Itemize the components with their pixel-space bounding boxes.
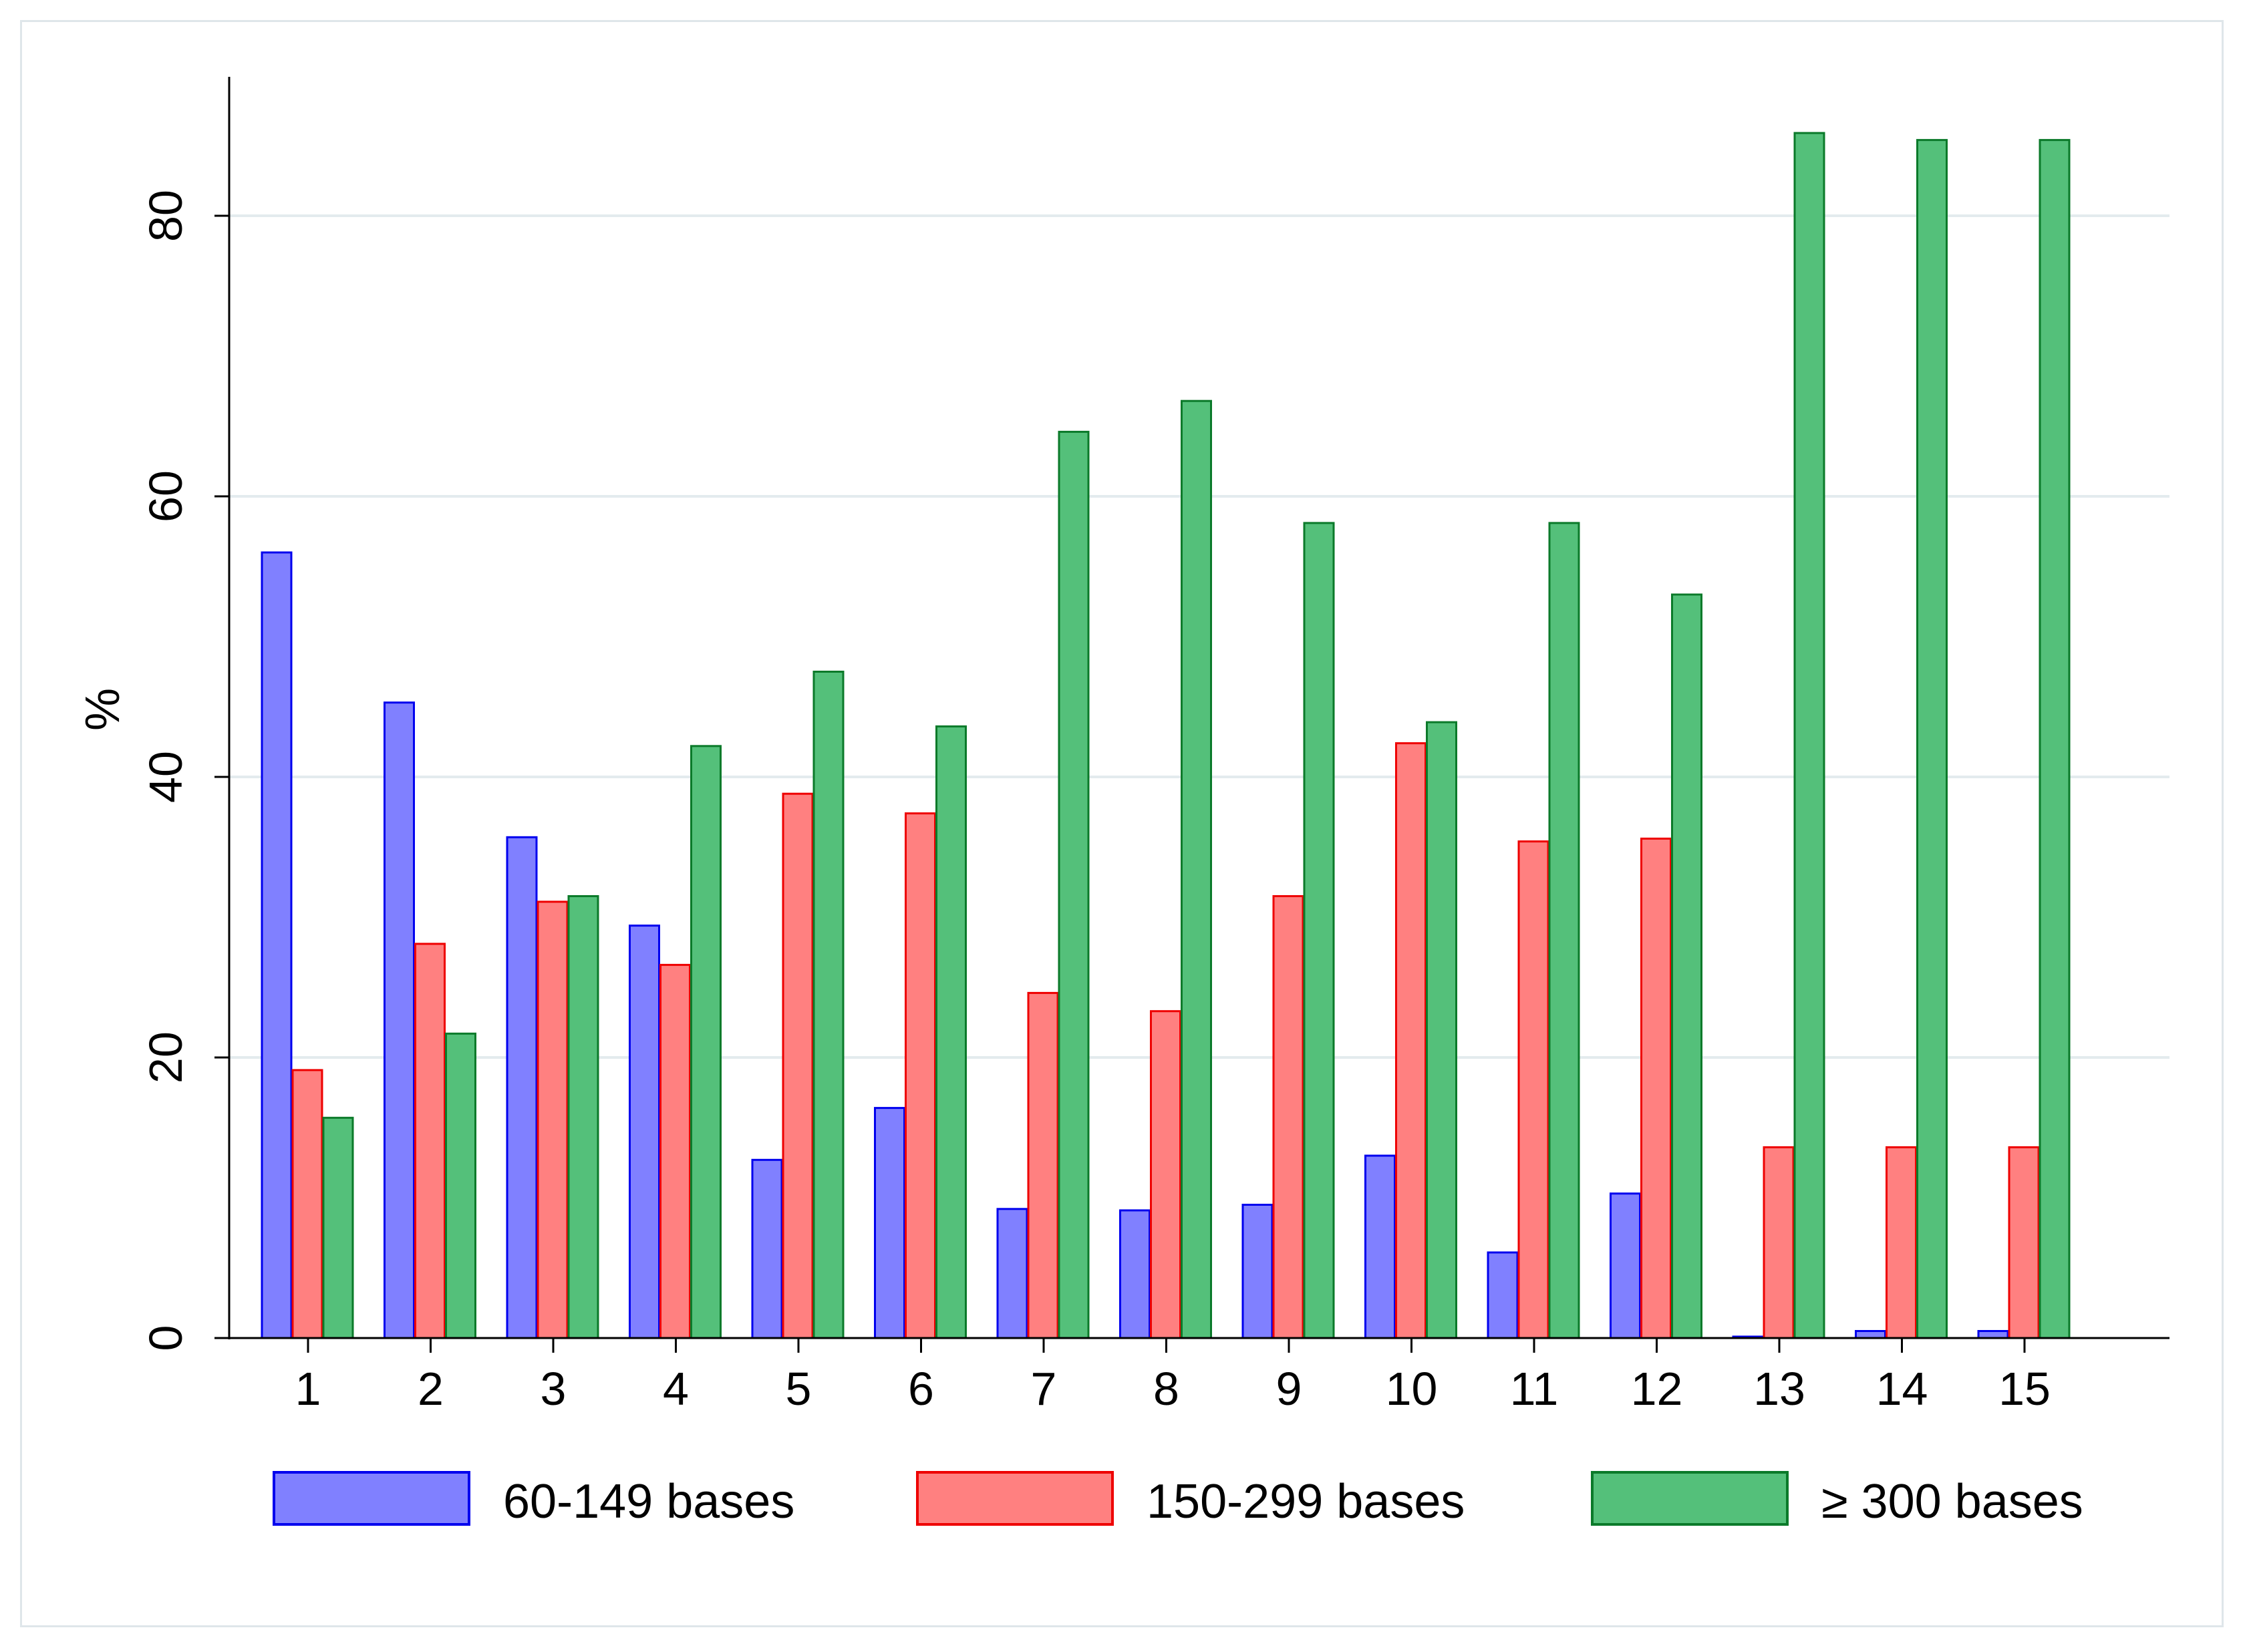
bar-1-cat-14 bbox=[1855, 1330, 1886, 1339]
x-tick-label: 3 bbox=[541, 1363, 567, 1415]
bar-3-cat-4 bbox=[690, 745, 722, 1339]
bar-1-cat-12 bbox=[1610, 1192, 1641, 1339]
bar-2-cat-8 bbox=[1150, 1010, 1181, 1339]
x-tick-label: 4 bbox=[663, 1363, 689, 1415]
bar-1-cat-6 bbox=[874, 1107, 905, 1339]
y-tick-label: 20 bbox=[140, 1031, 192, 1084]
bar-3-cat-7 bbox=[1058, 430, 1090, 1339]
x-tick-label: 5 bbox=[786, 1363, 812, 1415]
x-tick-label: 7 bbox=[1031, 1363, 1057, 1415]
bar-2-cat-3 bbox=[537, 900, 569, 1339]
y-tick-label: 60 bbox=[140, 470, 192, 522]
bar-1-cat-11 bbox=[1487, 1251, 1519, 1339]
legend-label-1: 60-149 bases bbox=[503, 1475, 794, 1528]
legend-swatch-3 bbox=[1591, 1471, 1789, 1526]
bar-1-cat-10 bbox=[1364, 1154, 1396, 1339]
x-tick-label: 8 bbox=[1153, 1363, 1179, 1415]
y-tick-label: 0 bbox=[140, 1325, 192, 1351]
bar-1-cat-15 bbox=[1977, 1330, 2009, 1339]
y-tick-label: 40 bbox=[140, 751, 192, 803]
bar-2-cat-12 bbox=[1640, 837, 1672, 1339]
x-tick-label: 6 bbox=[908, 1363, 934, 1415]
bar-3-cat-11 bbox=[1548, 522, 1580, 1339]
bars bbox=[261, 132, 2071, 1339]
bar-1-cat-2 bbox=[384, 701, 415, 1339]
x-tick-label: 9 bbox=[1276, 1363, 1302, 1415]
x-tick-label: 15 bbox=[1998, 1363, 2051, 1415]
legend-label-3: ≥ 300 bases bbox=[1821, 1475, 2083, 1528]
bar-2-cat-4 bbox=[659, 963, 691, 1339]
x-tick-label: 14 bbox=[1876, 1363, 1928, 1415]
x-tick-label: 2 bbox=[418, 1363, 444, 1415]
bar-2-cat-6 bbox=[905, 812, 936, 1339]
bar-3-cat-15 bbox=[2039, 139, 2071, 1339]
bar-1-cat-9 bbox=[1241, 1204, 1274, 1339]
bar-1-cat-1 bbox=[261, 551, 293, 1339]
y-axis-ticks: 0 20 40 60 80 bbox=[140, 190, 229, 1351]
bar-3-cat-12 bbox=[1671, 593, 1702, 1339]
bar-1-cat-8 bbox=[1119, 1209, 1151, 1339]
bar-1-cat-3 bbox=[506, 836, 538, 1339]
x-tick-label: 10 bbox=[1386, 1363, 1438, 1415]
legend-swatch-1 bbox=[273, 1471, 470, 1526]
y-tick-label: 80 bbox=[140, 190, 192, 242]
bar-3-cat-3 bbox=[567, 895, 599, 1339]
x-axis-ticks: 1 2 3 4 5 6 7 8 9 10 11 12 13 14 15 bbox=[295, 1338, 2051, 1415]
bar-3-cat-2 bbox=[445, 1032, 476, 1339]
bar-1-cat-4 bbox=[629, 925, 660, 1339]
legend: 60-149 bases 150-299 bases ≥ 300 bases bbox=[273, 1471, 2083, 1528]
x-tick-label: 1 bbox=[295, 1363, 321, 1415]
bar-3-cat-10 bbox=[1426, 721, 1457, 1339]
bar-2-cat-14 bbox=[1886, 1146, 1917, 1339]
bar-2-cat-13 bbox=[1763, 1146, 1795, 1339]
legend-label-2: 150-299 bases bbox=[1147, 1475, 1465, 1528]
bar-2-cat-7 bbox=[1027, 991, 1059, 1339]
bar-2-cat-11 bbox=[1517, 840, 1549, 1339]
bar-2-cat-15 bbox=[2008, 1146, 2040, 1339]
x-tick-label: 12 bbox=[1631, 1363, 1683, 1415]
bar-3-cat-1 bbox=[322, 1116, 354, 1339]
bar-3-cat-8 bbox=[1181, 399, 1212, 1339]
x-tick-label: 13 bbox=[1753, 1363, 1805, 1415]
bar-1-cat-7 bbox=[996, 1208, 1028, 1339]
bar-2-cat-9 bbox=[1272, 895, 1304, 1339]
bar-3-cat-5 bbox=[812, 671, 845, 1339]
bar-2-cat-10 bbox=[1395, 742, 1427, 1339]
bar-2-cat-5 bbox=[782, 792, 814, 1339]
bar-3-cat-9 bbox=[1303, 522, 1335, 1339]
bar-1-cat-5 bbox=[751, 1158, 783, 1339]
bar-3-cat-14 bbox=[1916, 139, 1948, 1339]
legend-swatch-2 bbox=[916, 1471, 1114, 1526]
y-axis-label: % bbox=[76, 688, 130, 731]
x-tick-label: 11 bbox=[1510, 1363, 1559, 1415]
bar-3-cat-13 bbox=[1793, 132, 1825, 1339]
bar-3-cat-6 bbox=[935, 725, 967, 1339]
bar-2-cat-2 bbox=[414, 943, 446, 1339]
axes bbox=[228, 77, 2169, 1339]
bar-2-cat-1 bbox=[291, 1069, 323, 1339]
